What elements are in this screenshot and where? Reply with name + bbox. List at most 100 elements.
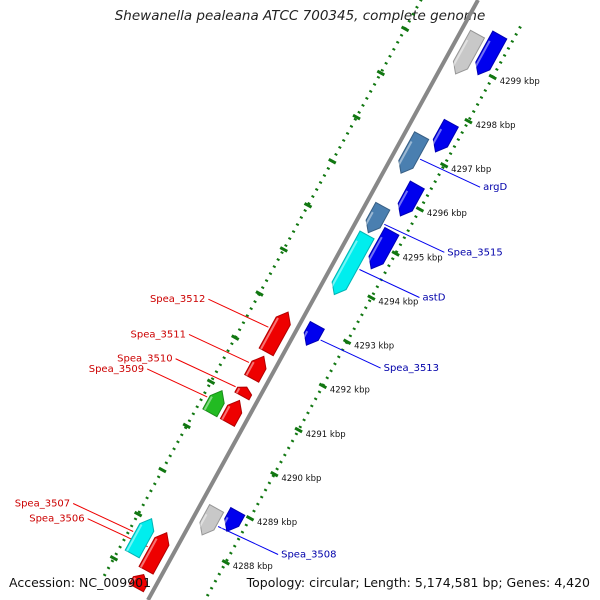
tick-mark [342, 338, 352, 345]
tick-mark [352, 113, 361, 121]
gene-arrow [138, 531, 170, 575]
tick-mark [206, 378, 216, 386]
gene-arrow [452, 29, 486, 75]
gene-arrow [368, 226, 400, 270]
tick-label: 4290 kbp [281, 474, 321, 484]
tick-mark [367, 294, 376, 301]
gene-highlight [362, 211, 374, 231]
gene-arrow [258, 311, 291, 357]
gene-highlight [260, 317, 279, 350]
gene-label: Spea_3511 [131, 329, 186, 340]
gene-arrow [219, 399, 243, 427]
gene-leader-line [359, 269, 420, 298]
gene-highlight [195, 513, 208, 533]
tick-mark [294, 426, 303, 434]
tick-mark [109, 555, 119, 562]
gene-highlight [221, 405, 231, 421]
gene-label: Spea_3507 [15, 499, 70, 510]
accession-text: Accession: NC_009901 [9, 575, 152, 590]
gene-highlight [394, 141, 413, 171]
tick-mark [133, 510, 143, 518]
gene-leader-line [188, 334, 250, 363]
tick-label: 4292 kbp [330, 386, 370, 396]
tick-label: 4298 kbp [475, 121, 515, 131]
tick-mark [270, 470, 279, 478]
gene-highlight [471, 40, 491, 73]
gene-highlight [130, 577, 137, 586]
tick-mark [376, 69, 386, 77]
gene-leader-line [175, 358, 236, 388]
tick-mark [391, 250, 400, 257]
tick-label: 4294 kbp [378, 297, 418, 307]
gene-label: Spea_3515 [447, 247, 502, 258]
tick-mark [255, 290, 264, 297]
gene-arrow [224, 506, 246, 533]
tick-label: 4289 kbp [257, 518, 297, 528]
gene-leader-line [384, 223, 445, 253]
genome-summary-text: Topology: circular; Length: 5,174,581 bp… [246, 575, 590, 590]
gene-highlight [328, 240, 358, 293]
tick-label: 4291 kbp [306, 430, 346, 440]
gene-label: Spea_3510 [117, 354, 172, 365]
gene-arrow [124, 517, 155, 559]
tick-mark [328, 157, 337, 165]
gene-leader-line [146, 368, 208, 398]
tick-mark [488, 73, 497, 81]
tick-mark [415, 206, 425, 213]
tick-mark [400, 25, 410, 33]
gene-arrow [331, 230, 375, 296]
gene-leader-line [72, 503, 134, 532]
map-title: Shewanella pealeana ATCC 700345, complet… [114, 8, 486, 24]
tick-mark [182, 422, 191, 430]
gene-highlight [235, 387, 241, 394]
gene-label: Spea_3508 [281, 550, 336, 561]
gene-arrow [244, 355, 267, 383]
gene-arrow [202, 389, 225, 418]
gene-label: Spea_3509 [89, 364, 144, 375]
tick-mark [230, 334, 240, 341]
gene-arrow [432, 118, 459, 153]
tick-label: 4297 kbp [451, 165, 491, 175]
gene-highlight [300, 330, 309, 343]
gene-leader-line [320, 339, 381, 369]
tick-label: 4293 kbp [354, 342, 394, 352]
gene-label: argD [483, 182, 507, 193]
tick-mark [279, 246, 288, 253]
tick-mark [158, 466, 167, 474]
gene-arrow [397, 180, 425, 217]
gene-label: astD [422, 293, 445, 304]
tick-rail-left [102, 0, 423, 577]
gene-arrow [398, 131, 430, 174]
tick-label: 4299 kbp [500, 77, 540, 87]
gene-arrow [128, 574, 148, 593]
gene-highlight [449, 39, 469, 72]
gene-label: Spea_3506 [29, 514, 84, 525]
tick-mark [221, 559, 231, 566]
tick-mark [245, 514, 255, 522]
gene-arrow [365, 201, 391, 234]
gene-highlight [220, 516, 229, 529]
gene-highlight [139, 538, 158, 568]
gene-highlight [394, 190, 409, 214]
gene-label: Spea_3513 [384, 363, 439, 374]
gene-leader-line [419, 158, 481, 188]
tick-label: 4296 kbp [427, 209, 467, 219]
gene-leader-line [208, 298, 269, 328]
gene-highlight [203, 396, 213, 411]
tick-mark [439, 162, 449, 169]
gene-arrow [303, 320, 325, 346]
gene-arrow [234, 386, 253, 401]
backbone-line [146, 0, 480, 600]
gene-highlight [245, 361, 255, 376]
gene-label: Spea_3512 [150, 294, 205, 305]
gene-highlight [429, 128, 443, 150]
gene-highlight [126, 524, 143, 552]
tick-mark [318, 382, 328, 390]
tick-label: 4288 kbp [233, 562, 273, 572]
gene-arrow [199, 503, 225, 536]
tick-label: 4295 kbp [403, 253, 443, 263]
gene-highlight [365, 236, 383, 267]
gene-arrow [475, 30, 508, 76]
